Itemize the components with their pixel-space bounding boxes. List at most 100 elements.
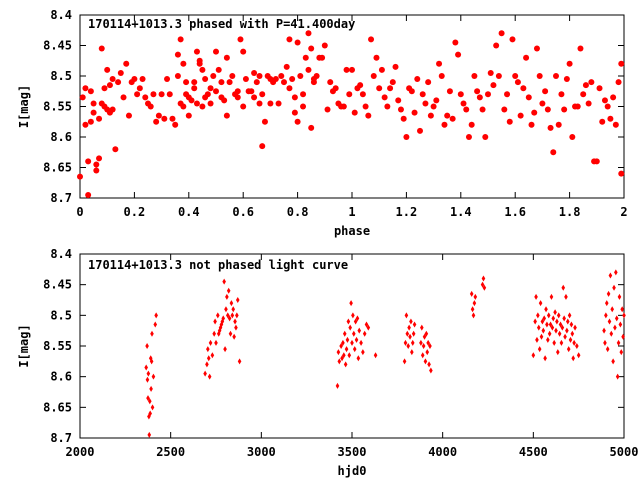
data-point — [528, 121, 535, 128]
data-point — [343, 361, 348, 368]
data-point — [425, 349, 430, 356]
data-point — [321, 42, 328, 49]
data-point — [622, 312, 626, 319]
data-point — [490, 82, 497, 89]
data-point — [185, 112, 192, 119]
data-point — [546, 312, 551, 319]
data-point — [449, 115, 456, 122]
data-point — [353, 318, 358, 325]
x-tick-label: 0.6 — [232, 205, 254, 219]
data-point — [213, 48, 219, 55]
x-tick-label: 5000 — [610, 445, 639, 459]
data-point — [142, 94, 149, 101]
data-points — [144, 269, 626, 438]
data-point — [166, 91, 173, 98]
data-point — [204, 91, 211, 98]
data-point — [150, 330, 154, 337]
data-point — [115, 79, 122, 86]
data-point — [335, 382, 340, 389]
data-point — [226, 287, 231, 294]
plot-frame — [79, 253, 625, 439]
data-point — [217, 327, 222, 334]
data-point — [473, 293, 478, 300]
x-tick-label: 2 — [620, 205, 627, 219]
data-points — [77, 30, 625, 198]
data-point — [150, 91, 157, 98]
data-point — [366, 324, 371, 331]
data-point — [256, 73, 263, 79]
data-point — [345, 336, 350, 343]
data-point — [229, 300, 234, 307]
data-point — [230, 312, 235, 319]
data-point — [585, 100, 592, 107]
data-point — [87, 118, 94, 125]
data-point — [346, 318, 351, 325]
data-point — [221, 97, 228, 104]
data-point — [404, 312, 409, 319]
data-point — [471, 73, 478, 79]
data-point — [354, 336, 359, 343]
data-point — [542, 88, 549, 95]
data-point — [485, 91, 491, 98]
data-point — [199, 103, 206, 110]
data-point — [291, 94, 298, 101]
x-tick-label: 4500 — [519, 445, 548, 459]
axis-ticks: 0 0.2 0.4 0.6 0.8 1 1.2 1.4 1.6 1.8 2 8.4 8.45 8.5 8.5… — [43, 8, 628, 219]
data-point — [471, 312, 476, 319]
data-point — [463, 106, 470, 113]
data-point — [575, 343, 579, 349]
data-point — [343, 66, 350, 73]
data-point — [248, 88, 255, 95]
data-point — [606, 290, 611, 297]
data-point — [533, 45, 540, 52]
data-point — [267, 100, 274, 107]
data-point — [426, 339, 430, 346]
chart-title: 170114+1013.3 not phased light curve — [88, 258, 348, 272]
data-point — [104, 66, 111, 73]
data-point — [563, 76, 570, 83]
data-point — [342, 330, 347, 337]
data-point — [237, 36, 244, 43]
data-point — [550, 149, 557, 156]
data-point — [208, 339, 213, 346]
data-point — [427, 361, 431, 368]
data-point — [538, 300, 543, 307]
data-point — [389, 79, 396, 86]
data-point — [614, 315, 619, 322]
data-point — [564, 293, 568, 300]
data-point — [397, 106, 404, 113]
data-point — [531, 109, 538, 116]
data-point — [339, 343, 343, 349]
y-tick-label: 8.65 — [43, 400, 72, 414]
data-point — [150, 404, 155, 411]
data-point — [553, 309, 557, 316]
data-point — [444, 112, 451, 119]
data-point — [346, 91, 353, 98]
data-point — [283, 63, 290, 70]
plot-frame — [79, 14, 625, 199]
data-point — [90, 109, 97, 116]
data-point — [408, 88, 415, 95]
data-point — [294, 39, 301, 46]
data-point — [226, 79, 233, 86]
data-point — [224, 306, 228, 313]
data-point — [188, 97, 195, 104]
data-point — [480, 281, 485, 288]
data-point — [460, 100, 467, 107]
data-point — [237, 358, 242, 365]
data-point — [542, 315, 547, 322]
data-point — [327, 79, 334, 86]
data-point — [549, 293, 554, 300]
data-point — [621, 333, 625, 340]
data-point — [430, 103, 437, 110]
data-point — [344, 346, 349, 353]
x-tick-label: 1.4 — [450, 205, 472, 219]
data-point — [378, 66, 385, 73]
y-axis-label: I[mag] — [17, 85, 31, 128]
data-point — [357, 82, 364, 89]
data-point — [352, 346, 357, 353]
y-tick-label: 8.45 — [43, 278, 72, 292]
data-point — [534, 293, 538, 300]
data-point — [146, 370, 151, 377]
